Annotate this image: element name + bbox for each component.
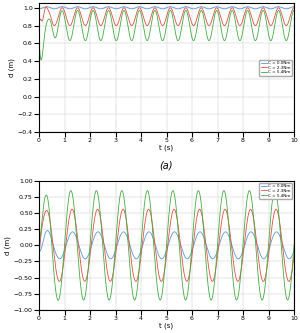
C = 5.4Nm <box>39 58 43 62</box>
C = 5.4Nm <box>290 269 294 273</box>
C = 2.3Nm <box>98 23 101 27</box>
C = 0.0Nm <box>152 237 155 241</box>
C = 0.0Nm <box>292 249 296 253</box>
Line: C = 5.4Nm: C = 5.4Nm <box>39 10 294 60</box>
Legend: C = 0.0Nm, C = 2.3Nm, C = 5.4Nm: C = 0.0Nm, C = 2.3Nm, C = 5.4Nm <box>260 60 292 76</box>
C = 5.4Nm <box>134 297 137 301</box>
C = 2.3Nm <box>98 212 101 216</box>
C = 5.4Nm <box>98 37 101 41</box>
C = 5.4Nm <box>98 205 101 209</box>
C = 2.3Nm <box>99 219 103 223</box>
C = 5.4Nm <box>56 298 60 302</box>
Line: C = 5.4Nm: C = 5.4Nm <box>39 190 294 300</box>
C = 0.0Nm <box>98 7 101 11</box>
C = 2.3Nm <box>290 269 294 273</box>
C = 0.0Nm <box>96 6 100 10</box>
Line: C = 2.3Nm: C = 2.3Nm <box>39 209 294 281</box>
C = 5.4Nm <box>69 188 73 192</box>
C = 0.0Nm <box>99 233 103 237</box>
C = 2.3Nm <box>290 8 294 12</box>
C = 5.4Nm <box>290 13 294 17</box>
C = 2.3Nm <box>99 24 103 28</box>
C = 2.3Nm <box>52 24 56 28</box>
C = 2.3Nm <box>292 254 296 258</box>
Line: C = 0.0Nm: C = 0.0Nm <box>39 230 294 259</box>
C = 5.4Nm <box>292 8 296 12</box>
C = 5.4Nm <box>37 243 41 247</box>
C = 5.4Nm <box>99 220 103 224</box>
C = 0.0Nm <box>134 256 137 260</box>
C = 5.4Nm <box>97 31 100 35</box>
C = 0.0Nm <box>290 5 294 9</box>
C = 0.0Nm <box>97 230 100 234</box>
X-axis label: t (s): t (s) <box>159 322 174 329</box>
Y-axis label: d (m): d (m) <box>4 236 11 255</box>
Text: (a): (a) <box>160 161 173 170</box>
Line: C = 0.0Nm: C = 0.0Nm <box>39 7 294 9</box>
Legend: C = 0.0Nm, C = 2.3Nm, C = 5.4Nm: C = 0.0Nm, C = 2.3Nm, C = 5.4Nm <box>260 183 292 199</box>
C = 0.0Nm <box>46 228 49 232</box>
C = 0.0Nm <box>133 6 137 10</box>
C = 5.4Nm <box>152 11 155 15</box>
C = 5.4Nm <box>152 238 155 242</box>
C = 5.4Nm <box>97 195 100 199</box>
C = 0.0Nm <box>83 257 87 261</box>
C = 2.3Nm <box>152 229 155 233</box>
C = 2.3Nm <box>152 8 155 12</box>
Line: C = 2.3Nm: C = 2.3Nm <box>39 7 294 26</box>
C = 0.0Nm <box>290 254 294 258</box>
C = 2.3Nm <box>70 207 74 211</box>
C = 2.3Nm <box>97 19 100 23</box>
C = 5.4Nm <box>292 243 296 247</box>
C = 5.4Nm <box>76 8 80 12</box>
C = 2.3Nm <box>134 279 137 283</box>
C = 0.0Nm <box>98 231 101 235</box>
C = 2.3Nm <box>292 6 296 10</box>
C = 5.4Nm <box>134 26 137 30</box>
C = 2.3Nm <box>134 16 137 20</box>
C = 0.0Nm <box>152 5 155 9</box>
C = 0.0Nm <box>37 243 41 247</box>
C = 2.3Nm <box>37 24 41 28</box>
C = 5.4Nm <box>99 39 103 43</box>
Y-axis label: d (m): d (m) <box>8 58 15 77</box>
C = 2.3Nm <box>37 254 41 258</box>
C = 5.4Nm <box>37 13 41 17</box>
C = 0.0Nm <box>37 7 41 11</box>
C = 0.0Nm <box>292 5 296 9</box>
X-axis label: t (s): t (s) <box>159 145 174 151</box>
C = 2.3Nm <box>97 208 100 212</box>
C = 0.0Nm <box>99 7 103 11</box>
C = 2.3Nm <box>44 5 48 9</box>
C = 2.3Nm <box>58 279 61 283</box>
